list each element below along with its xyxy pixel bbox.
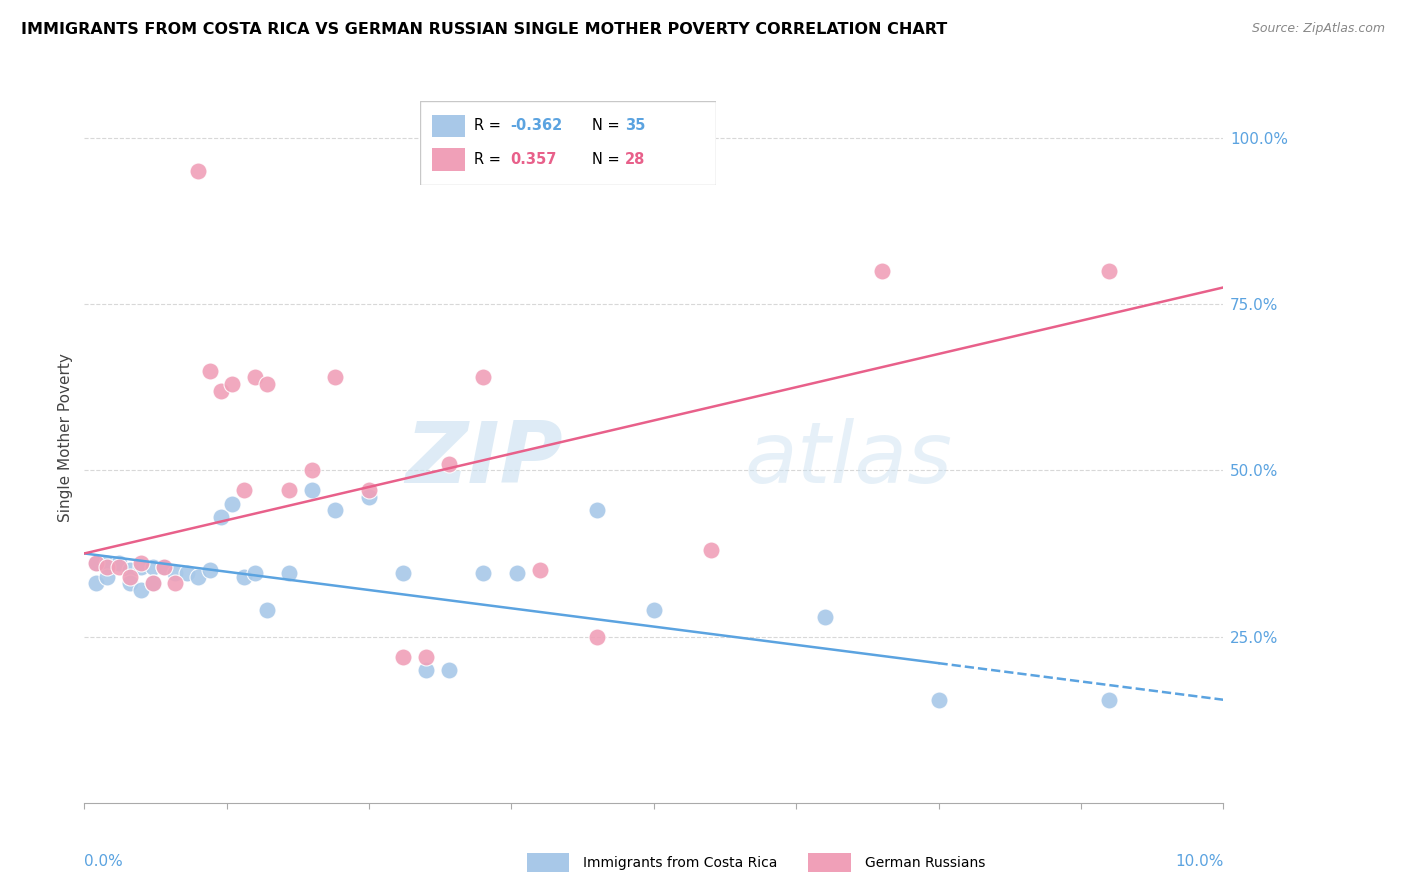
Point (437, 663, 460, 677)
Point (870, 264, 893, 278)
Point (586, 630, 609, 644)
Text: atlas: atlas (745, 417, 953, 500)
Point (232, 570, 254, 584)
Point (118, 576, 141, 591)
Point (221, 497, 243, 511)
Point (84, 557, 107, 571)
Point (1098, 264, 1121, 278)
Point (198, 363, 221, 377)
Text: 0.0%: 0.0% (84, 854, 124, 869)
Point (232, 483, 254, 498)
Text: 10.0%: 10.0% (1175, 854, 1223, 869)
Point (529, 563, 551, 577)
Point (107, 557, 129, 571)
Point (84, 557, 107, 571)
Point (165, 576, 187, 591)
Point (187, 164, 209, 178)
Text: Immigrants from Costa Rica: Immigrants from Costa Rica (583, 855, 778, 870)
Point (96, 557, 118, 571)
Point (131, 557, 153, 571)
Point (506, 566, 529, 581)
Point (359, 483, 381, 498)
Point (209, 509, 232, 524)
Point (814, 609, 837, 624)
Point (142, 576, 165, 591)
Point (96, 559, 118, 574)
Point (131, 559, 153, 574)
Text: ZIP: ZIP (405, 417, 562, 500)
Point (165, 566, 187, 581)
Point (118, 570, 141, 584)
Point (153, 559, 176, 574)
Point (301, 463, 323, 477)
Y-axis label: Single Mother Poverty: Single Mother Poverty (58, 352, 73, 522)
Point (472, 566, 495, 581)
Text: Source: ZipAtlas.com: Source: ZipAtlas.com (1251, 22, 1385, 36)
Point (586, 503, 609, 517)
Point (392, 566, 415, 581)
Point (245, 566, 267, 581)
Point (415, 649, 437, 664)
Point (437, 457, 460, 471)
Point (415, 663, 437, 677)
Point (221, 376, 243, 391)
Point (142, 576, 165, 591)
Point (96, 570, 118, 584)
Point (118, 563, 141, 577)
Point (198, 563, 221, 577)
Point (153, 559, 176, 574)
Point (323, 370, 346, 384)
Point (256, 603, 278, 617)
Point (700, 543, 723, 558)
Point (107, 559, 129, 574)
Point (245, 370, 267, 384)
Point (643, 603, 665, 617)
Point (1098, 692, 1121, 706)
Point (472, 370, 495, 384)
Text: German Russians: German Russians (865, 855, 986, 870)
Point (142, 559, 165, 574)
Point (209, 384, 232, 398)
Point (131, 582, 153, 597)
Point (278, 483, 301, 498)
Point (187, 570, 209, 584)
Point (392, 649, 415, 664)
Point (256, 376, 278, 391)
Point (323, 503, 346, 517)
Point (301, 483, 323, 498)
Point (176, 566, 198, 581)
Text: IMMIGRANTS FROM COSTA RICA VS GERMAN RUSSIAN SINGLE MOTHER POVERTY CORRELATION C: IMMIGRANTS FROM COSTA RICA VS GERMAN RUS… (21, 22, 948, 37)
Point (928, 692, 950, 706)
Point (84, 576, 107, 591)
Point (278, 566, 301, 581)
Point (359, 490, 381, 504)
